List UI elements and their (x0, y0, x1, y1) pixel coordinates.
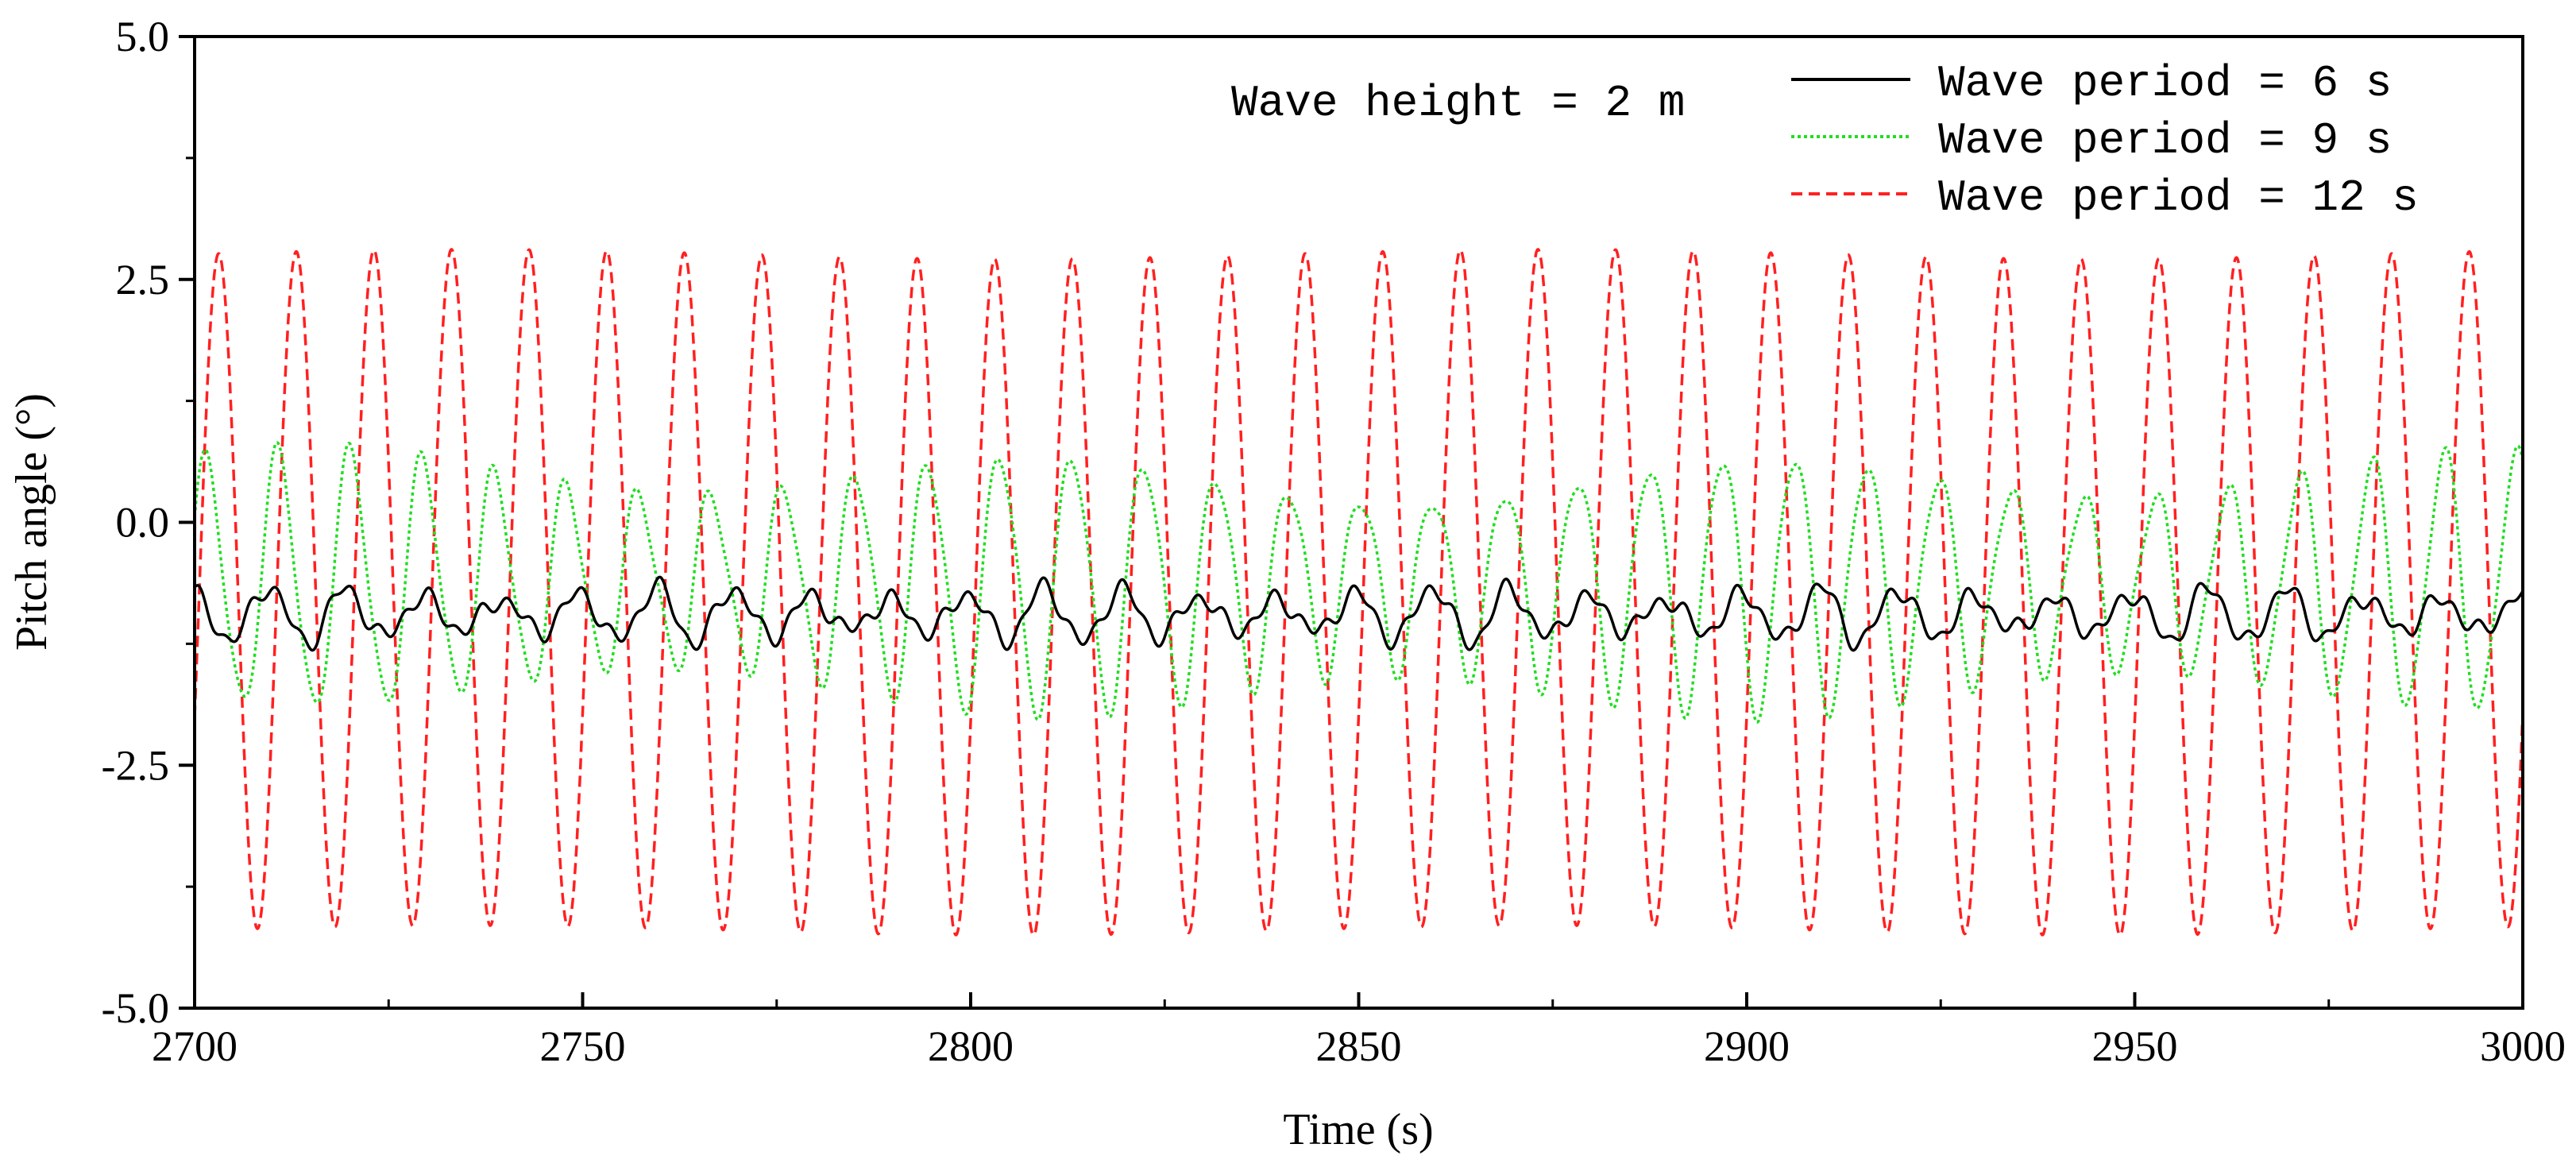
y-tick-label: -2.5 (102, 741, 169, 789)
x-tick-label: 2900 (1704, 1022, 1790, 1070)
legend-label-9s: Wave period = 9 s (1938, 115, 2392, 166)
y-axis-title: Pitch angle (°) (7, 393, 56, 651)
x-tick-label: 2700 (152, 1022, 238, 1070)
y-tick-label: 5.0 (116, 13, 170, 60)
legend: Wave period = 6 s Wave period = 9 s Wave… (1791, 58, 2419, 223)
legend-label-12s: Wave period = 12 s (1938, 172, 2419, 223)
x-tick-label: 2950 (2092, 1022, 2178, 1070)
ticks-layer (179, 35, 2524, 1010)
y-tick-label: 2.5 (116, 256, 170, 303)
y-tick-label: 0.0 (116, 499, 170, 547)
x-tick-label: 2850 (1316, 1022, 1402, 1070)
series-line-period-6s (193, 575, 2524, 652)
x-tick-label: 3000 (2480, 1022, 2566, 1070)
x-tick-label: 2800 (928, 1022, 1014, 1070)
series-line-period-9s (193, 441, 2524, 724)
series-line-period-12s (193, 248, 2524, 937)
x-tick-label: 2750 (540, 1022, 626, 1070)
legend-label-6s: Wave period = 6 s (1938, 58, 2392, 109)
y-tick-label: -5.0 (102, 984, 169, 1032)
series-layer (193, 248, 2524, 937)
tick-labels-layer: 2700 2750 2800 2850 2900 2950 3000 -5.0 -2.5 0.0 2… (102, 13, 2566, 1070)
x-axis-title: Time (s) (1283, 1105, 1433, 1154)
wave-height-annotation: Wave height = 2 m (1231, 78, 1685, 129)
